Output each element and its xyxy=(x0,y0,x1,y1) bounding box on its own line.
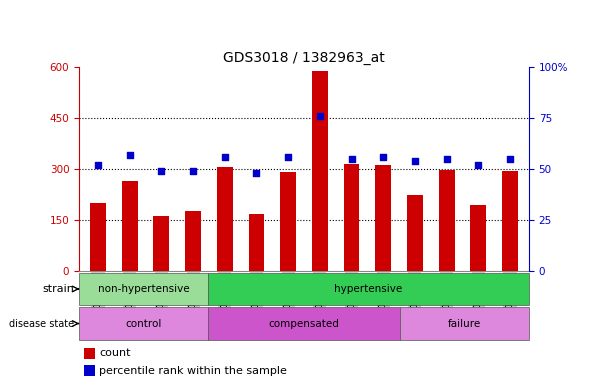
Text: disease state: disease state xyxy=(9,318,75,329)
Point xyxy=(378,154,388,160)
Point xyxy=(442,156,452,162)
Text: percentile rank within the sample: percentile rank within the sample xyxy=(99,366,287,376)
Bar xyxy=(502,171,518,271)
Bar xyxy=(83,348,95,359)
Point xyxy=(220,154,230,160)
Text: non-hypertensive: non-hypertensive xyxy=(97,284,189,294)
Bar xyxy=(471,205,486,271)
Point xyxy=(347,156,356,162)
Text: hypertensive: hypertensive xyxy=(334,284,402,294)
Point xyxy=(505,156,515,162)
Point xyxy=(252,170,261,176)
Bar xyxy=(280,172,296,271)
Bar xyxy=(185,211,201,271)
Point xyxy=(93,162,103,168)
Bar xyxy=(375,165,391,271)
Point xyxy=(188,168,198,174)
Text: failure: failure xyxy=(448,318,482,329)
Point xyxy=(156,168,166,174)
Text: count: count xyxy=(99,348,131,358)
Bar xyxy=(401,307,529,340)
Bar xyxy=(312,71,328,271)
Bar xyxy=(79,307,207,340)
Bar xyxy=(438,170,455,271)
Bar xyxy=(153,217,170,271)
Bar xyxy=(407,195,423,271)
Bar xyxy=(79,273,207,305)
Text: compensated: compensated xyxy=(269,318,339,329)
Point xyxy=(410,158,420,164)
Bar xyxy=(217,167,233,271)
Point xyxy=(283,154,293,160)
Bar xyxy=(207,273,529,305)
Bar xyxy=(83,365,95,376)
Point xyxy=(315,113,325,119)
Text: control: control xyxy=(125,318,162,329)
Bar xyxy=(90,203,106,271)
Title: GDS3018 / 1382963_at: GDS3018 / 1382963_at xyxy=(223,51,385,65)
Point xyxy=(474,162,483,168)
Point xyxy=(125,152,134,158)
Bar xyxy=(122,181,137,271)
Bar xyxy=(344,164,359,271)
Bar xyxy=(207,307,401,340)
Text: strain: strain xyxy=(43,284,75,294)
Bar xyxy=(249,214,264,271)
